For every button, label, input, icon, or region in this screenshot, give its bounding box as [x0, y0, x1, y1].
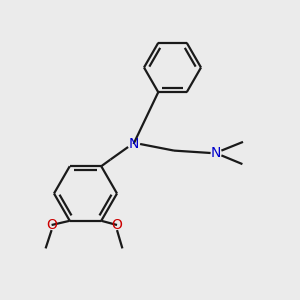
Text: N: N [128, 137, 139, 151]
Text: N: N [211, 146, 221, 160]
Text: O: O [46, 218, 57, 232]
Text: O: O [112, 218, 122, 232]
